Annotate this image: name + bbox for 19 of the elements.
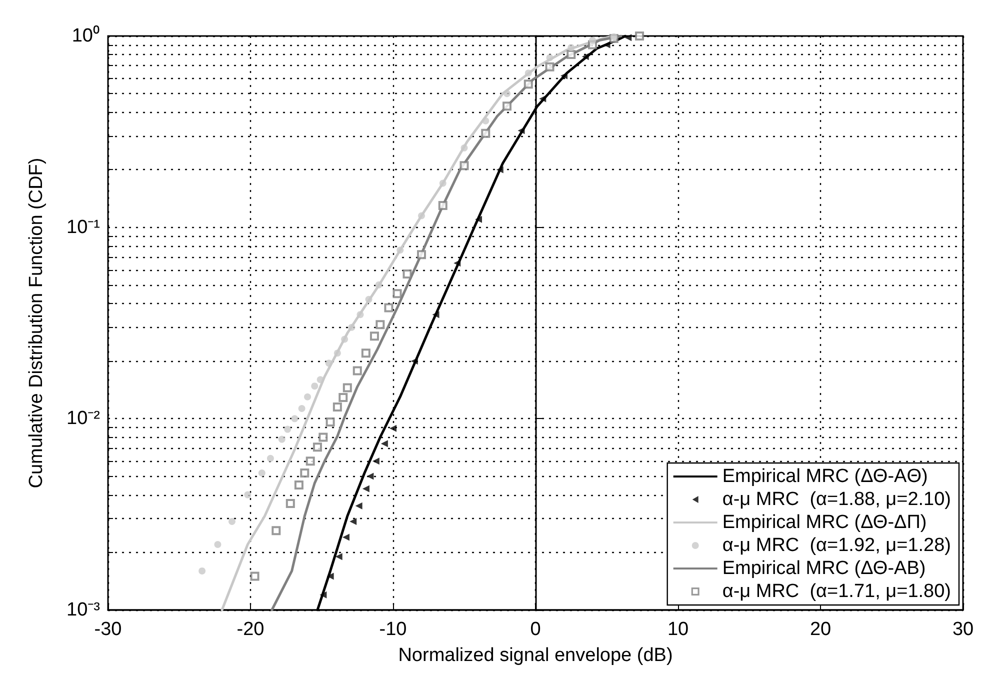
legend-label: α-μ MRC (α=1.71, μ=1.80) <box>722 581 952 602</box>
legend-label: Empirical MRC (ΔΘ-AB) <box>722 558 926 579</box>
y-tick-label: 10⁰ <box>72 24 100 46</box>
x-tick-label: 0 <box>530 619 541 640</box>
y-tick-label: 10⁻² <box>66 408 100 430</box>
x-tick-label: -20 <box>236 619 264 640</box>
x-tick-label: -10 <box>379 619 407 640</box>
x-axis-title: Normalized signal envelope (dB) <box>398 645 673 666</box>
legend-label: Empirical MRC (ΔΘ-AΘ) <box>722 466 928 487</box>
legend-label: α-μ MRC (α=1.92, μ=1.28) <box>722 535 952 556</box>
x-tick-label: 30 <box>952 619 974 640</box>
legend-label: Empirical MRC (ΔΘ-ΔΠ) <box>722 512 927 533</box>
legend-label: α-μ MRC (α=1.88, μ=2.10) <box>722 489 952 510</box>
x-tick-label: 20 <box>810 619 832 640</box>
y-axis-title: Cumulative Distribution Function (CDF) <box>26 158 47 488</box>
y-tick-label: 10⁻³ <box>66 600 100 620</box>
y-tick-label: 10⁻¹ <box>66 216 100 238</box>
x-tick-label: 10 <box>667 619 689 640</box>
x-tick-label: -30 <box>94 619 122 640</box>
